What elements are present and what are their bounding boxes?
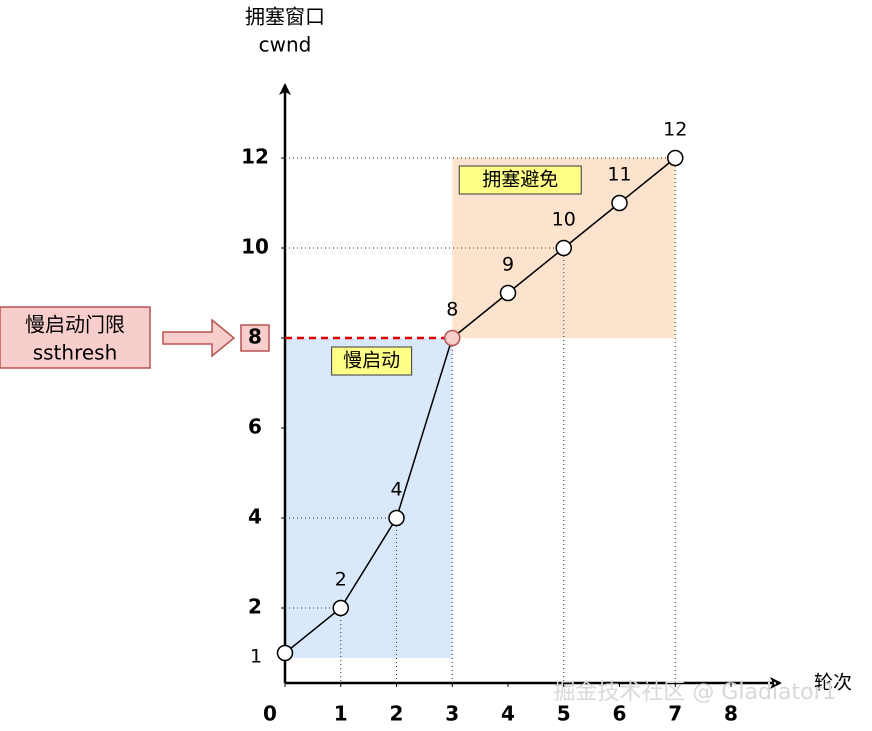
x-tick-label: 1: [334, 702, 348, 726]
x-tick-label: 5: [557, 702, 571, 726]
point: [444, 329, 461, 347]
ssthresh-box: [0, 306, 151, 369]
slow-start-label: 慢启动: [343, 350, 400, 372]
data-label: 2: [335, 569, 347, 591]
y-tick-label: 4: [248, 505, 262, 529]
y-axis-title: 拥塞窗口: [245, 5, 325, 29]
y-tick-label: 8: [248, 325, 262, 349]
y-tick-label: 2: [248, 595, 262, 619]
data-label: 8: [446, 299, 458, 321]
y-tick-label: 10: [241, 235, 269, 259]
congestion-avoidance-label: 拥塞避免: [482, 169, 558, 191]
point: [332, 599, 349, 617]
data-label: 12: [663, 119, 687, 141]
data-label: 11: [607, 164, 631, 186]
data-label: 10: [552, 209, 576, 231]
x-tick-label: 0: [263, 702, 277, 726]
ssthresh-tick-box: [240, 324, 270, 352]
y-tick-label: 6: [248, 415, 262, 439]
slow-start-region: [285, 338, 453, 658]
y-tick-label: 12: [241, 145, 269, 169]
pointer-arrow: [162, 318, 236, 358]
x-tick-label: 4: [501, 702, 515, 726]
data-label: 9: [502, 254, 514, 276]
x-tick-label: 2: [390, 702, 404, 726]
ssthresh-label: ssthresh: [33, 341, 118, 365]
x-tick-label: 3: [445, 702, 459, 726]
data-label: 1: [250, 646, 262, 668]
slow-start-label-box: [331, 346, 413, 376]
point: [388, 509, 405, 527]
watermark: 掘金技术社区 @ Gladiator1: [553, 680, 836, 705]
point: [667, 149, 684, 167]
point: [611, 194, 628, 212]
x-axis-title: 轮次: [814, 672, 852, 694]
y-axis-title: cwnd: [259, 33, 312, 57]
point: [276, 644, 294, 662]
ssthresh-label: 慢启动门限: [25, 313, 125, 337]
data-label: 4: [390, 479, 402, 501]
x-tick-label: 8: [724, 702, 738, 726]
series-line: [284, 157, 676, 654]
point: [555, 239, 572, 257]
x-tick-label: 6: [613, 702, 627, 726]
congestion-avoidance-label-box: [458, 165, 582, 195]
point: [499, 284, 517, 302]
x-tick-label: 7: [668, 702, 682, 726]
